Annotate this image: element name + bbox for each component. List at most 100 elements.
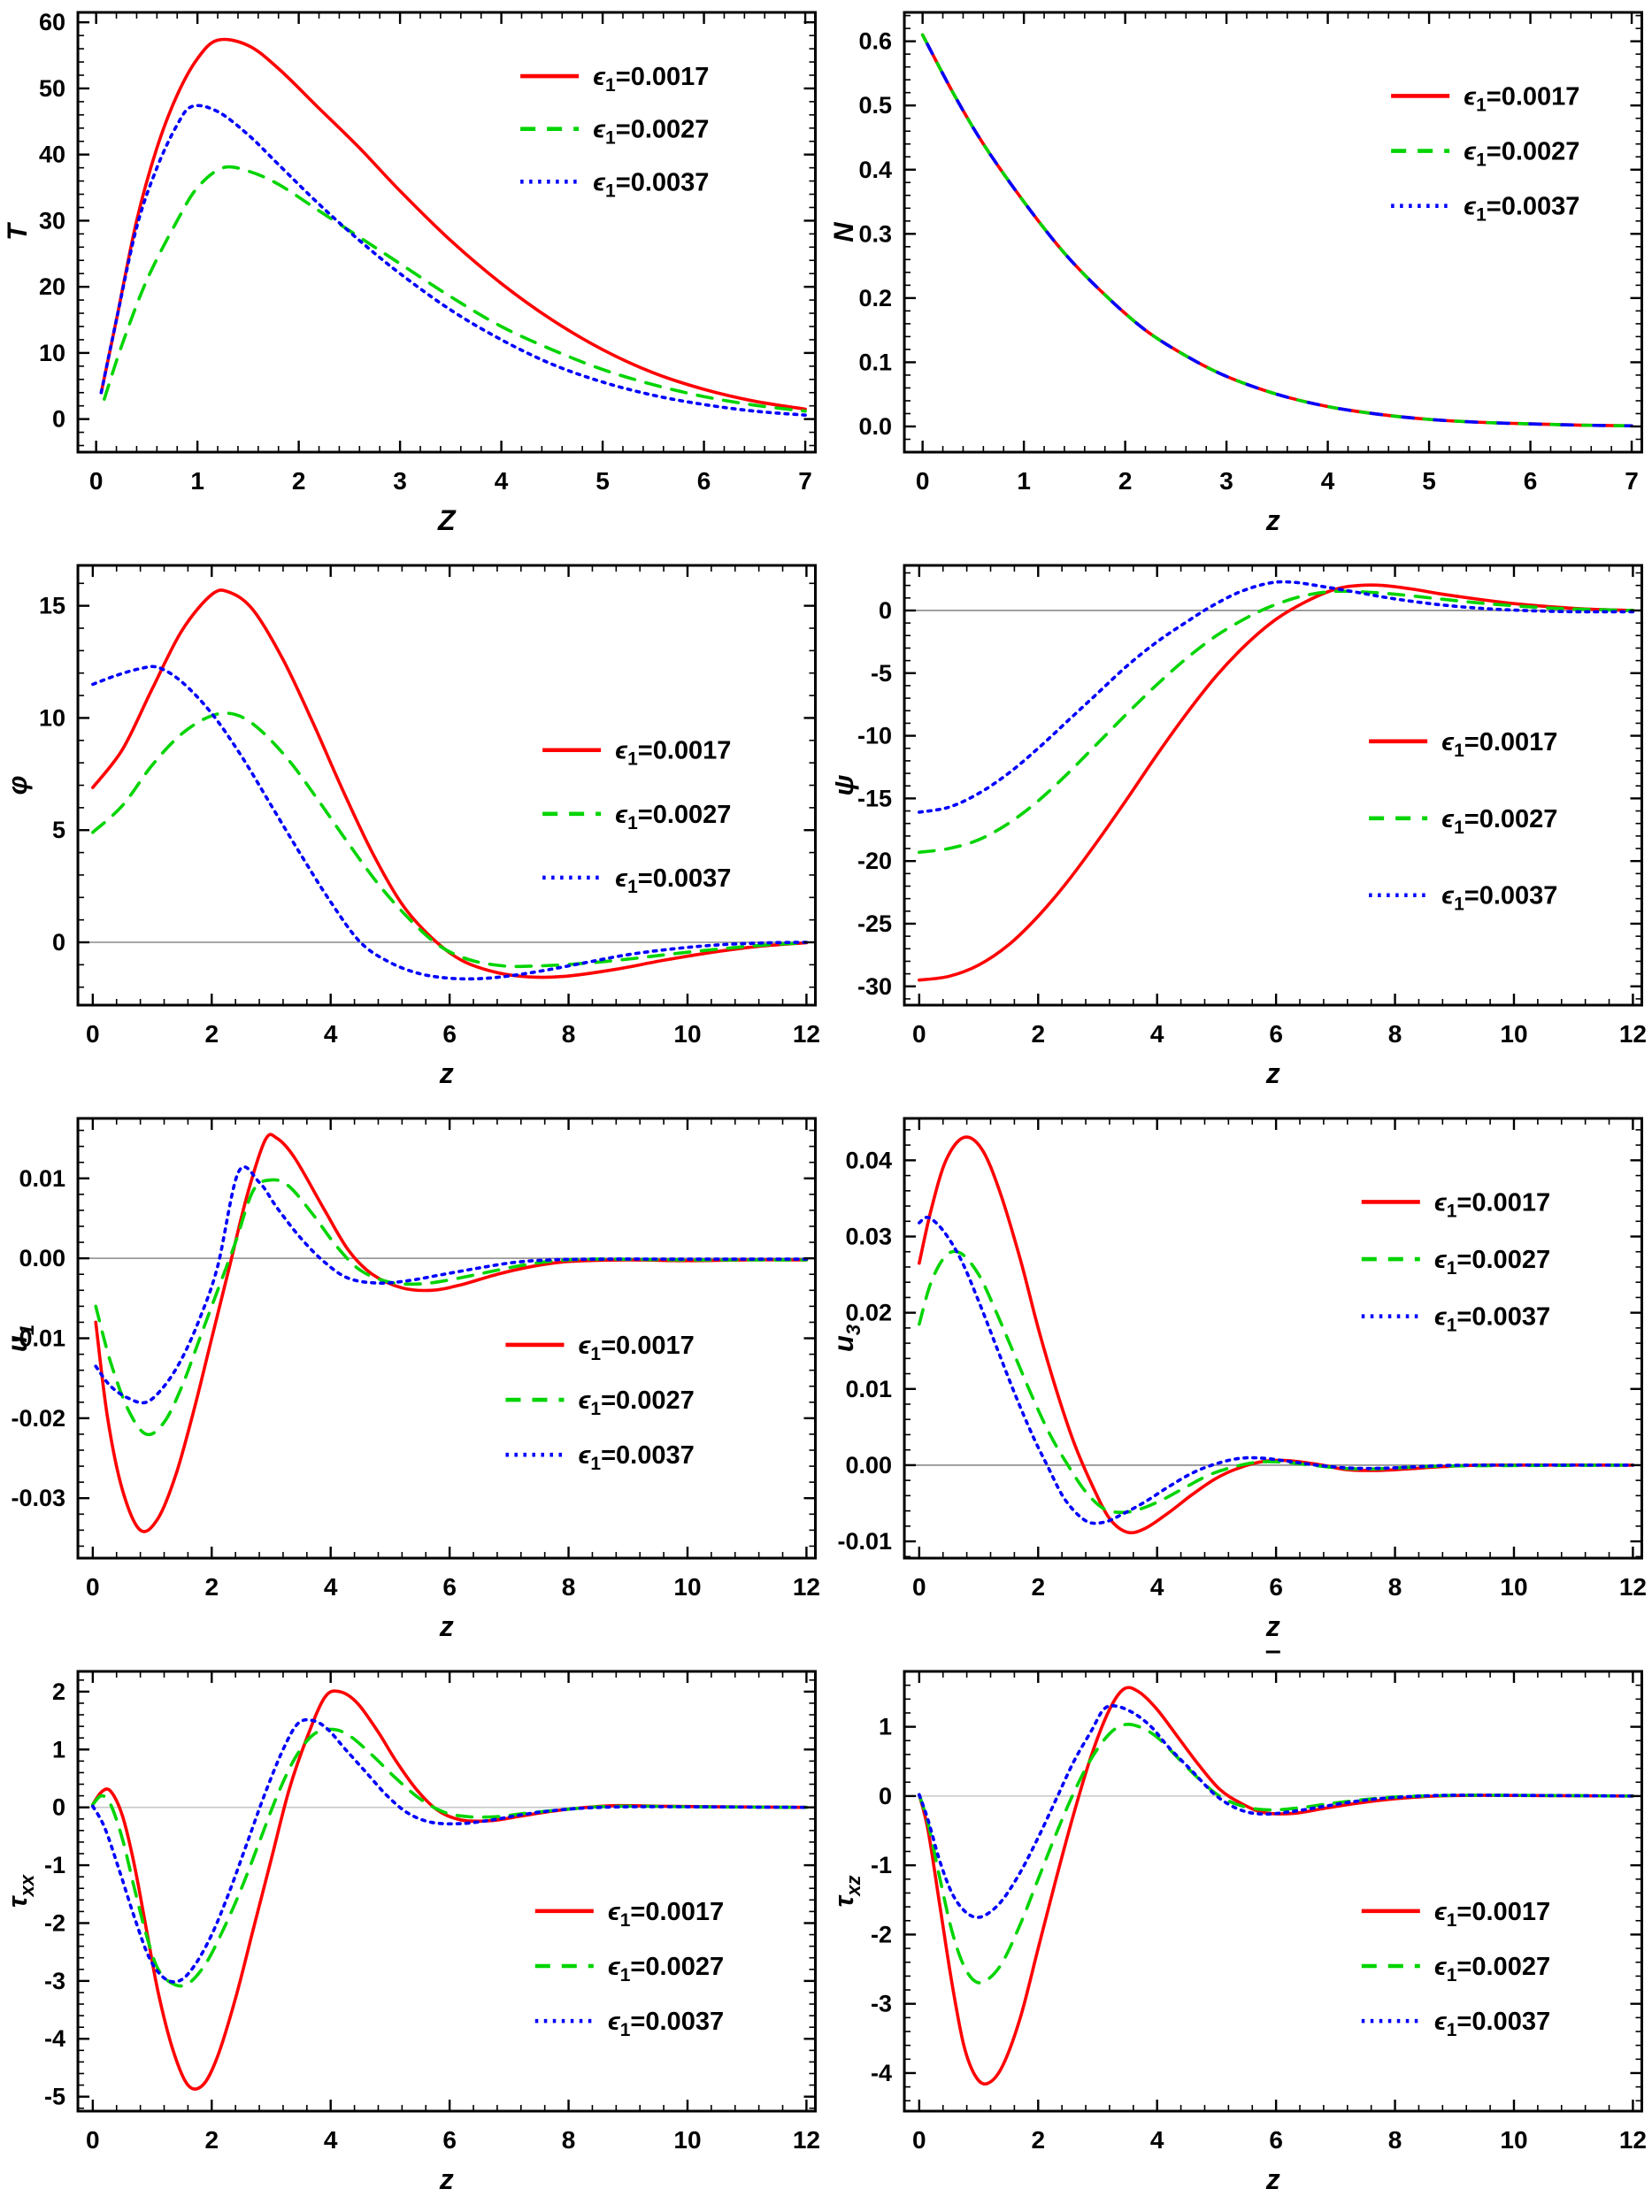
x-tick-label: 3 [1219,467,1233,495]
x-tick-label: 2 [1031,2126,1045,2154]
x-tick-label: 2 [204,2126,219,2154]
chart-canvas-displacement-u1: 0 2 4 6 8 10 12 0.01 0.00 -0.01 -0.02 -0.03 z u1 ϵ1=0.… [0,1106,826,1659]
x-tick-label: 7 [1625,467,1639,495]
y-tick-label: 0 [52,929,65,956]
y-tick-label: 0 [52,406,65,433]
x-tick-label: 10 [1500,2126,1527,2154]
chart-canvas-carrier-density-N: 0 1 2 3 4 5 6 7 0.0 0.1 0.2 0.3 0.4 0.5 0.6 z Nϵ1=0.0017… [826,0,1652,553]
legend-label-eps1-0.0037: ϵ1=0.0037 [1441,882,1557,915]
x-tick-label: 3 [393,467,407,495]
legend-label-eps1-0.0017: ϵ1=0.0017 [593,63,709,96]
y-tick-label: 0.00 [845,1452,892,1479]
legend-label-eps1-0.0027: ϵ1=0.0027 [593,116,709,149]
y-tick-label: 60 [39,9,65,35]
x-tick-label: 0 [86,1020,100,1048]
legend-label-eps1-0.0027: ϵ1=0.0027 [608,1953,724,1985]
x-tick-label: 2 [204,1020,219,1048]
legend-label-eps1-0.0017: ϵ1=0.0017 [1433,1898,1549,1931]
x-tick-label: 7 [798,467,812,495]
y-tick-label: 0 [52,1794,65,1821]
x-tick-label: 10 [1500,1020,1527,1048]
y-tick-label: -25 [857,910,891,937]
plot-stress-tau-xx: 0 2 4 6 8 10 12 2 1 0 -1 -2 -3 -4 -5 z τxx ϵ1=0.0017 ϵ1=0.… [0,1659,826,2212]
x-axis-label: z [1264,1057,1279,1089]
x-tick-label: 6 [442,1020,457,1048]
x-tick-label: 4 [1149,1020,1164,1048]
y-tick-label: 0.1 [858,349,892,375]
plot-frame [903,1670,1643,2113]
y-axis-label: u1 [2,1325,38,1352]
x-tick-label: 4 [324,1573,338,1601]
legend-label-eps1-0.0037: ϵ1=0.0037 [593,168,709,201]
x-tick-label: 1 [190,467,204,495]
y-tick-label: -3 [871,1991,892,2017]
x-tick-label: 2 [292,467,306,495]
plot-frame [903,11,1643,454]
legend-label-eps1-0.0027: ϵ1=0.0027 [1433,1953,1549,1985]
legend-label-eps1-0.0027: ϵ1=0.0027 [578,1386,694,1419]
x-axis-label: z [439,1057,454,1089]
plot-frame [76,1670,817,2113]
y-tick-label: 0.02 [845,1300,892,1326]
legend-label-eps1-0.0027: ϵ1=0.0027 [615,801,731,833]
x-tick-label: 10 [673,1020,701,1048]
curve-eps1-0.0027 [91,711,809,969]
y-tick-label: -5 [44,2084,65,2110]
legend-label-eps1-0.0017: ϵ1=0.0017 [1433,1188,1549,1221]
x-tick-label: 2 [1031,1573,1045,1601]
y-tick-label: -3 [44,1968,65,1994]
curve-eps1-0.0037 [99,104,807,417]
y-tick-label: -4 [44,2025,65,2052]
y-tick-label: 0.00 [19,1245,65,1271]
legend-label-eps1-0.0027: ϵ1=0.0027 [1441,805,1557,838]
x-tick-label: 8 [562,2126,576,2154]
plot-frame [76,11,817,454]
x-axis-label: Z [437,504,457,536]
x-tick-label: 8 [1387,1573,1402,1601]
y-tick-label: 30 [39,207,65,234]
y-tick-label: 0.6 [858,28,892,55]
curve-eps1-0.0017 [917,583,1634,982]
x-tick-label: 10 [1500,1573,1527,1601]
y-tick-label: 0.03 [845,1224,892,1250]
y-axis-label: T [2,221,33,241]
x-tick-label: 1 [1017,467,1031,495]
y-tick-label: -5 [871,660,892,687]
y-tick-label: 5 [52,817,65,843]
y-axis-label: N [828,222,859,242]
x-tick-label: 12 [1618,1020,1646,1048]
x-tick-label: 12 [1618,1573,1646,1601]
legend-label-eps1-0.0027: ϵ1=0.0027 [1433,1246,1549,1279]
x-axis-label: z [439,1610,454,1642]
x-tick-label: 4 [1149,1573,1164,1601]
curve-eps1-0.0027 [917,1722,1634,1985]
y-tick-label: 10 [39,340,65,366]
y-tick-label: 10 [39,704,65,731]
x-tick-label: 2 [1118,467,1132,495]
legend-label-eps1-0.0027: ϵ1=0.0027 [1464,138,1579,171]
x-tick-label: 12 [793,1573,820,1601]
x-tick-label: 12 [793,2126,820,2154]
curve-eps1-0.0037 [91,1717,809,1984]
x-axis-label: z [1264,1610,1279,1642]
curve-eps1-0.0017 [91,588,809,979]
curve-eps1-0.0017 [94,1133,809,1533]
y-axis-label: φ [2,776,33,795]
y-tick-label: -30 [857,973,891,1000]
x-tick-label: 6 [442,2126,457,2154]
curve-eps1-0.0037 [917,580,1634,814]
x-tick-label: 4 [1320,467,1334,495]
x-tick-label: 5 [595,467,610,495]
y-axis-label: τxx [2,1874,38,1908]
y-tick-label: -0.02 [11,1405,65,1432]
plot-psi: 0 2 4 6 8 10 12 0 -5 -10 -15 -20 -25 -30 z ψ ϵ1=0.0017 ϵ1… [826,553,1652,1106]
curve-eps1-0.0017 [917,1686,1634,2086]
plot-displacement-u3: 0 2 4 6 8 10 12 0.04 0.03 0.02 0.01 0.00 -0.01 z u3 ϵ1=… [826,1106,1652,1659]
x-tick-label: 10 [673,1573,701,1601]
y-axis-label: u3 [828,1325,864,1352]
y-tick-label: -0.03 [11,1485,65,1511]
y-tick-label: 40 [39,142,65,168]
x-tick-label: 10 [673,2126,701,2154]
